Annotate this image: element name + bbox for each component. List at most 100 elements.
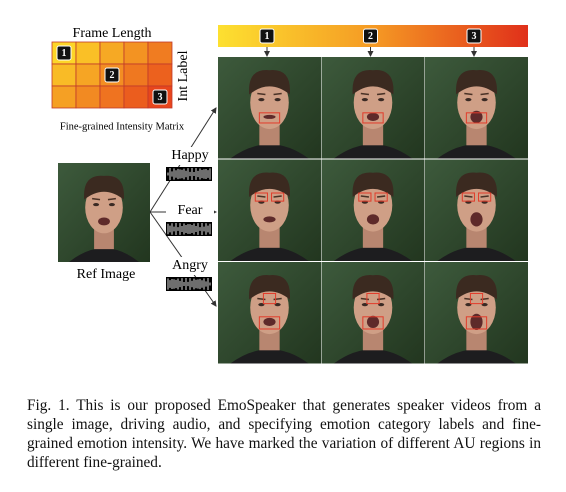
- brow: [257, 297, 266, 301]
- matrix-cell: [123, 63, 149, 87]
- mouth: [98, 217, 110, 226]
- eye: [481, 98, 488, 102]
- neck: [362, 125, 384, 146]
- waveform-bg: [166, 277, 212, 291]
- matrix-title: Frame Length: [73, 26, 152, 41]
- hair: [352, 70, 394, 95]
- matrix-caption: Fine-grained Intensity Matrix: [60, 121, 185, 132]
- neck: [259, 227, 280, 248]
- brow: [360, 297, 370, 301]
- hair: [352, 172, 394, 198]
- mouth: [366, 315, 380, 328]
- brow: [480, 92, 489, 96]
- hair: [352, 275, 394, 300]
- waveform: [167, 168, 211, 180]
- face: [353, 281, 393, 335]
- face: [85, 181, 123, 234]
- hair: [249, 70, 290, 95]
- emotion-label: Fear: [178, 203, 203, 218]
- eye: [465, 303, 472, 307]
- mouth: [470, 313, 483, 331]
- au-box: [362, 112, 384, 124]
- au-box: [478, 192, 492, 202]
- label-bg: [166, 202, 214, 220]
- brow: [376, 92, 386, 96]
- brow: [480, 297, 489, 301]
- au-box: [366, 292, 380, 305]
- au-box: [469, 292, 484, 305]
- waveform-bg: [166, 222, 212, 236]
- neck: [362, 330, 384, 351]
- face: [457, 281, 496, 335]
- emotion-label: Happy: [171, 148, 208, 163]
- au-box: [358, 192, 372, 202]
- shirt: [437, 349, 516, 364]
- eye: [378, 303, 385, 307]
- brow: [464, 92, 473, 96]
- au-box: [254, 192, 268, 202]
- brow: [273, 195, 282, 198]
- eye: [108, 202, 115, 207]
- face: [353, 76, 393, 130]
- neck: [466, 227, 487, 248]
- result-grid: [218, 57, 528, 364]
- label-bg: [166, 257, 214, 275]
- eye: [274, 303, 281, 307]
- brow: [464, 297, 473, 301]
- matrix-badge: [56, 45, 72, 61]
- neck: [466, 330, 487, 351]
- matrix-cell: [99, 41, 125, 65]
- au-box: [362, 316, 384, 330]
- face: [457, 76, 496, 130]
- mouth: [470, 110, 483, 123]
- bar-badge: [466, 28, 482, 44]
- matrix-cell: [75, 41, 101, 65]
- matrix-cell: [99, 85, 125, 109]
- brow: [464, 195, 473, 198]
- matrix-badge-label: 1: [62, 48, 67, 59]
- hair: [456, 275, 497, 300]
- face: [250, 178, 289, 232]
- matrix-badge: [152, 89, 168, 105]
- mouth: [366, 214, 380, 225]
- ref-image: [58, 163, 150, 262]
- brow: [360, 92, 370, 96]
- bar-badge: [363, 28, 378, 44]
- hair: [249, 275, 290, 300]
- mouth: [263, 216, 276, 223]
- matrix-cell: [123, 85, 149, 109]
- matrix-cell: [51, 63, 77, 87]
- shirt: [437, 246, 516, 261]
- brow: [273, 297, 282, 301]
- eye: [258, 98, 265, 102]
- mouth: [263, 317, 276, 326]
- shirt: [230, 144, 309, 159]
- matrix-axis-label: Int Label: [176, 50, 191, 101]
- shirt: [230, 349, 309, 364]
- eye: [274, 98, 281, 102]
- matrix-cell: [147, 41, 173, 65]
- label-bg: [166, 147, 214, 165]
- shirt: [69, 248, 139, 262]
- waveform: [167, 278, 211, 290]
- matrix-badge-label: 3: [158, 92, 163, 103]
- au-box: [258, 112, 281, 124]
- brow: [480, 195, 489, 198]
- hair: [456, 70, 497, 95]
- brow: [107, 197, 116, 201]
- eye: [258, 303, 265, 307]
- shirt: [437, 144, 516, 159]
- eye: [481, 303, 488, 307]
- bar-markers: 1 2 3: [259, 28, 482, 57]
- ref-image-label: Ref Image: [77, 267, 136, 282]
- au-box: [258, 316, 281, 330]
- matrix-cell: [147, 63, 173, 87]
- matrix-cell: [75, 63, 101, 87]
- brow: [92, 197, 101, 201]
- brow: [273, 92, 282, 96]
- face: [250, 76, 289, 130]
- au-box: [461, 192, 475, 202]
- matrix-badge-label: 2: [110, 70, 115, 81]
- hair: [249, 172, 290, 198]
